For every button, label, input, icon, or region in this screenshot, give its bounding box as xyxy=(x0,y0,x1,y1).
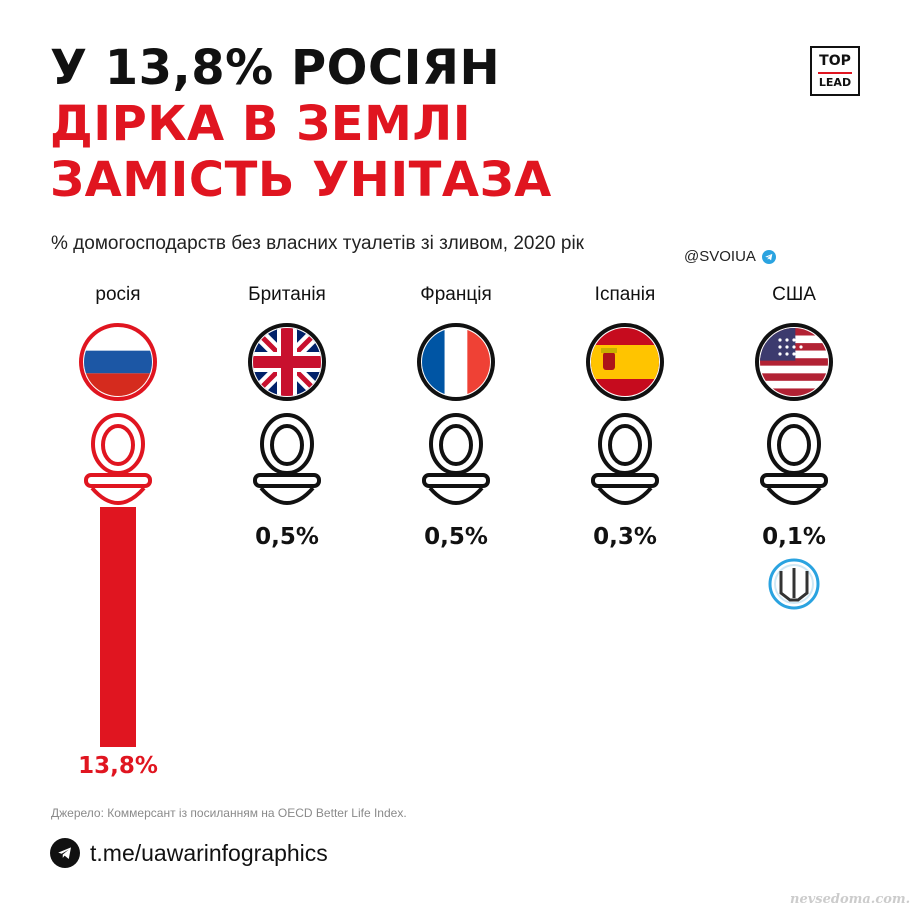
flag-ring xyxy=(248,323,326,401)
logo-top-text: TOP xyxy=(819,53,851,69)
value-label: 0,3% xyxy=(593,524,657,550)
flag-ring xyxy=(755,323,833,401)
country-column: Іспанія 0,3% xyxy=(586,284,664,550)
country-label: Іспанія xyxy=(595,284,656,305)
telegram-link-text: t.me/uawarinfographics xyxy=(90,839,328,866)
value-label: 0,5% xyxy=(424,524,488,550)
ukraine-trident-badge xyxy=(768,558,820,610)
usa-flag xyxy=(760,328,828,396)
toilet-icon xyxy=(591,413,659,505)
site-watermark: nevsedoma.com.ua xyxy=(790,892,910,907)
telegram-icon xyxy=(50,838,80,868)
country-label: Британія xyxy=(248,284,326,305)
value-label: 0,1% xyxy=(762,524,826,550)
title-line-3: ЗАМІСТЬ УНІТАЗА xyxy=(50,152,552,208)
country-label: росія xyxy=(95,284,140,305)
telegram-link[interactable]: t.me/uawarinfographics xyxy=(50,838,328,868)
toilet-icon xyxy=(422,413,490,505)
country-column: росія 13,8% xyxy=(78,284,158,779)
chart-subtitle: % домогосподарств без власних туалетів з… xyxy=(51,233,584,254)
value-label: 0,5% xyxy=(255,524,319,550)
logo-bottom-text: LEAD xyxy=(818,76,852,89)
source-note: Джерело: Коммерсант із посиланням на OEC… xyxy=(51,806,407,820)
title-line-1: У 13,8% РОСІЯН xyxy=(50,40,501,96)
country-column: США 0,1% xyxy=(755,284,833,550)
country-label: Франція xyxy=(420,284,491,305)
chart: росія 13,8% Британія 0,5% Франція 0,5% Іспанія… xyxy=(78,284,833,779)
country-column: Британія 0,5% xyxy=(248,284,326,550)
country-label: США xyxy=(772,284,816,305)
russia-flag xyxy=(84,328,152,396)
toilet-icon xyxy=(760,413,828,505)
uk-flag xyxy=(253,328,321,396)
logo-divider xyxy=(818,72,852,74)
flag-ring xyxy=(417,323,495,401)
country-column: Франція 0,5% xyxy=(417,284,495,550)
flag-ring xyxy=(586,323,664,401)
spain-flag xyxy=(591,328,659,396)
telegram-icon xyxy=(761,249,776,264)
value-label: 13,8% xyxy=(78,753,158,779)
toilet-icon xyxy=(84,413,152,505)
toilet-icon xyxy=(253,413,321,505)
title-line-2: ДІРКА В ЗЕМЛІ xyxy=(50,96,472,152)
france-flag xyxy=(422,328,490,396)
handle-text: @SVOIUA xyxy=(684,248,756,265)
toplead-logo: TOP LEAD xyxy=(810,46,860,96)
channel-handle[interactable]: @SVOIUA xyxy=(684,248,776,265)
flag-ring xyxy=(79,323,157,401)
bar xyxy=(100,507,136,747)
